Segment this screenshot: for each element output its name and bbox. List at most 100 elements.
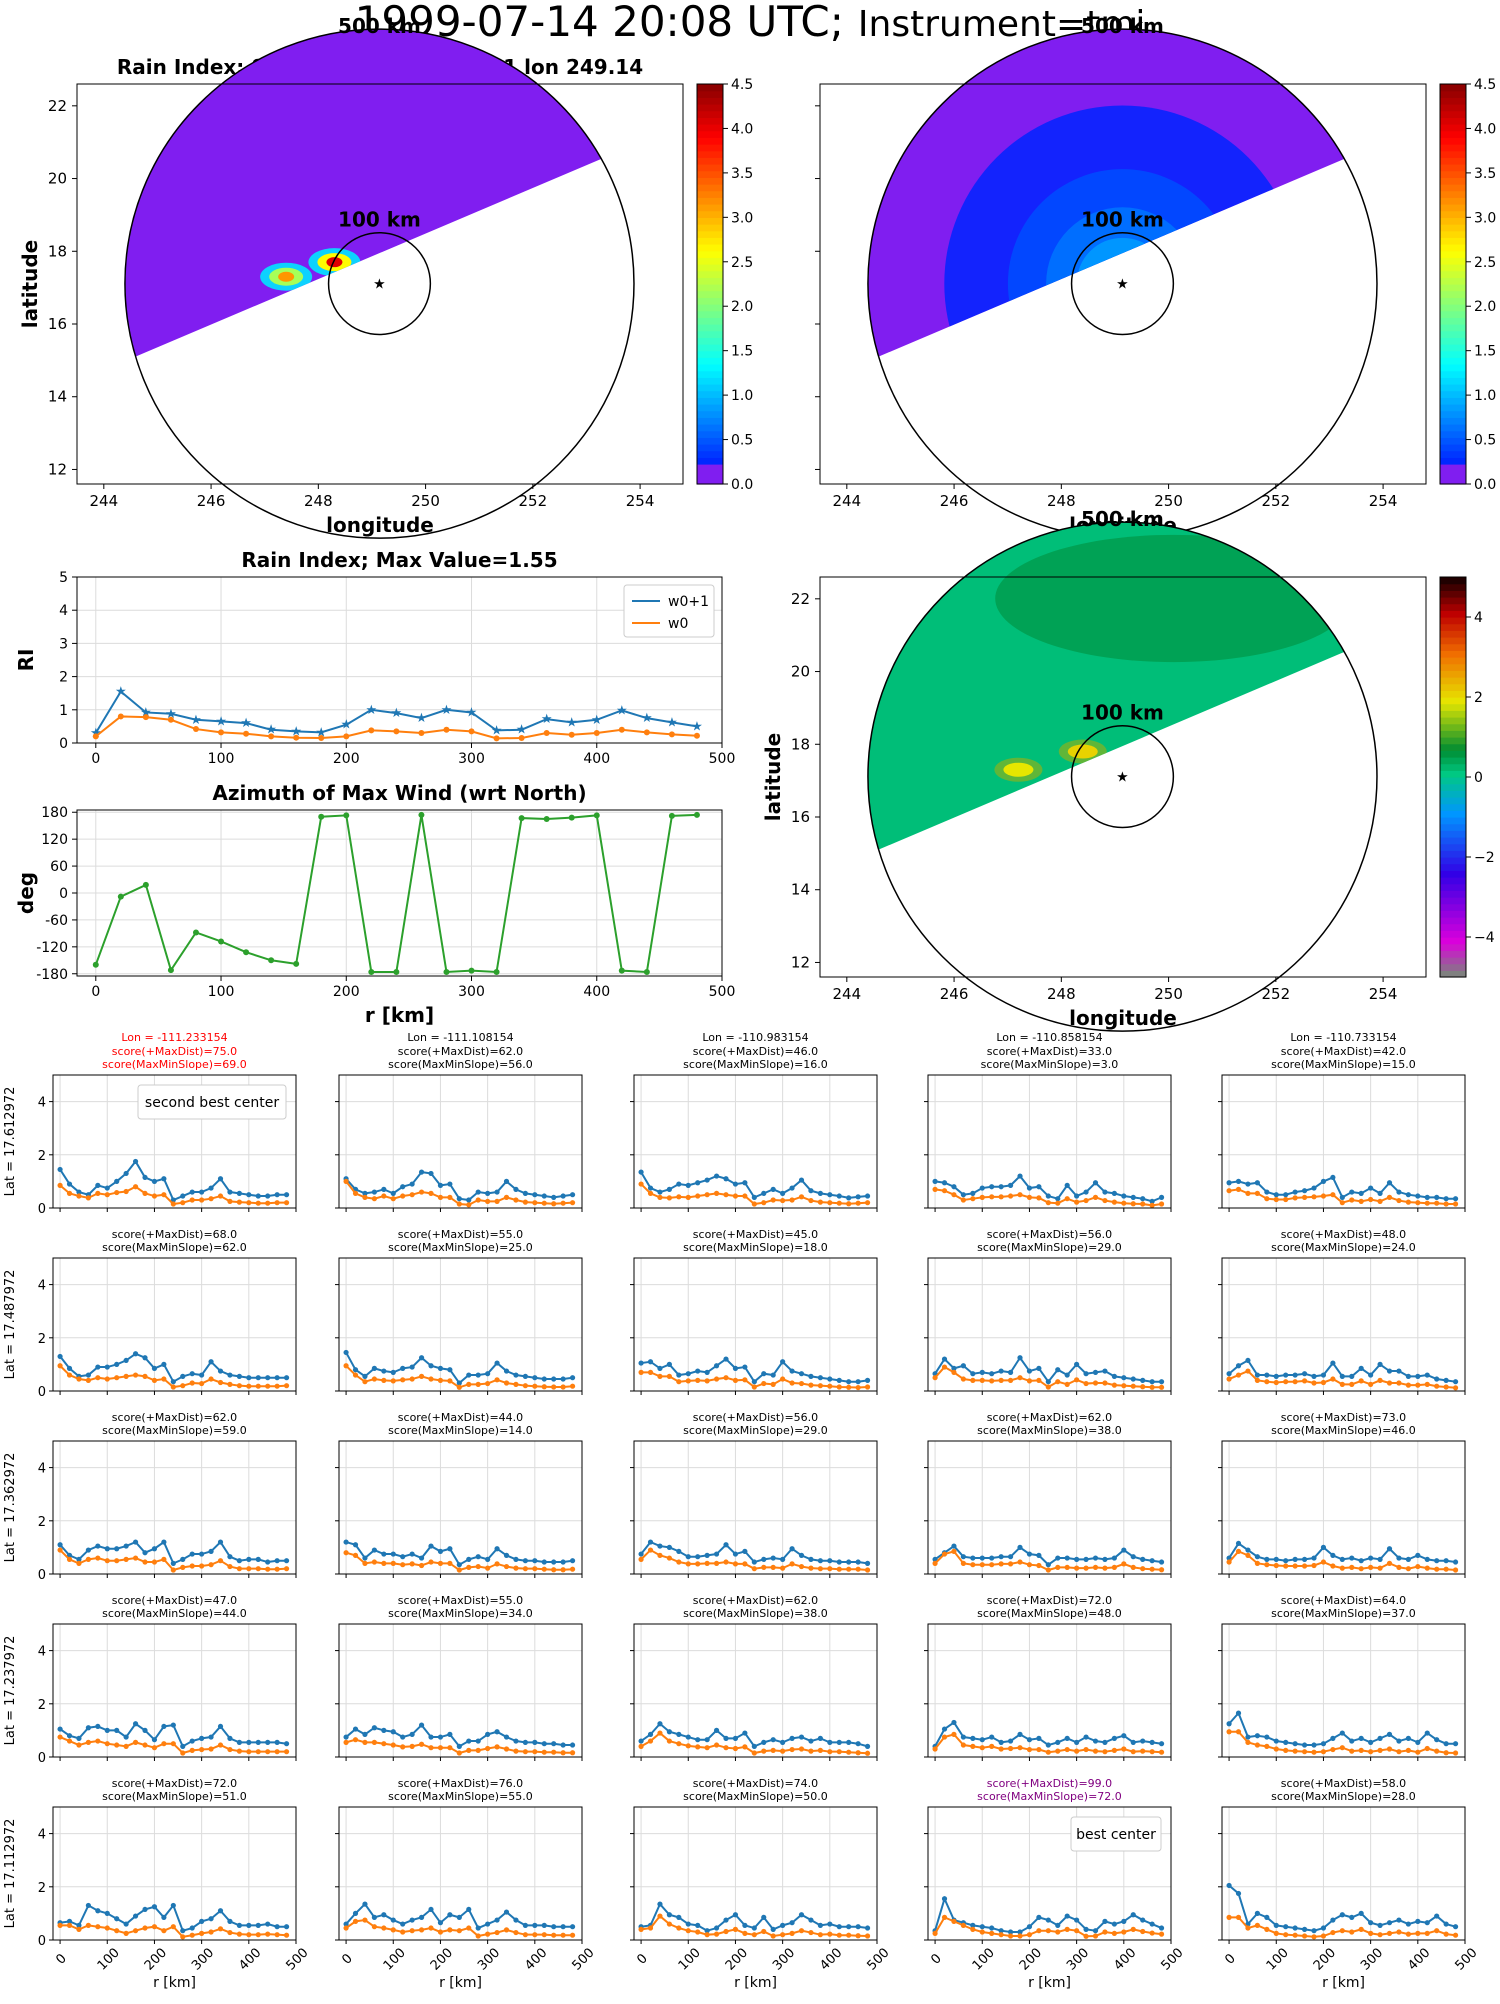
profile-point — [437, 1548, 444, 1554]
profile-point — [569, 1924, 576, 1930]
profile-point — [1434, 1558, 1440, 1564]
profile-point — [104, 1185, 110, 1191]
profile-point — [1386, 1731, 1393, 1737]
x-tick-label: 300 — [189, 1945, 217, 1973]
profile-point — [1026, 1746, 1033, 1753]
profile-point — [817, 1558, 823, 1564]
profile-point — [1130, 1739, 1136, 1745]
profile-point — [1102, 1368, 1108, 1374]
profile-point — [560, 1200, 566, 1206]
data-point — [393, 968, 400, 975]
profile-point — [76, 1376, 82, 1382]
colorbar-segment — [1440, 763, 1466, 771]
profile-point — [57, 1166, 63, 1173]
column-lon-label: Lon = -111.233154 — [121, 1031, 227, 1044]
profile-point — [76, 1560, 82, 1566]
profile-point — [104, 1376, 110, 1382]
profile-point — [390, 1378, 396, 1384]
profile-point — [104, 1727, 110, 1733]
profile-point — [1007, 1745, 1014, 1752]
data-point — [518, 735, 525, 742]
profile-point — [1386, 1180, 1393, 1186]
profile-point — [95, 1190, 101, 1196]
colorbar-segment — [1440, 150, 1466, 158]
profile-point — [532, 1192, 538, 1198]
profile-point — [1111, 1382, 1117, 1388]
colorbar-segment — [697, 437, 723, 445]
colorbar-segment — [1440, 330, 1466, 338]
profile-point — [418, 1373, 425, 1379]
colorbar-segment — [1440, 390, 1466, 398]
profile-point — [180, 1200, 186, 1206]
colorbar-segment — [697, 270, 723, 278]
profile-point — [1377, 1565, 1383, 1571]
colorbar-segment — [1440, 97, 1466, 105]
profile-point — [1339, 1556, 1345, 1562]
ring-label-100km: 100 km — [338, 208, 421, 232]
profile-point — [362, 1555, 368, 1561]
profile-point — [456, 1201, 462, 1207]
profile-point — [236, 1922, 242, 1928]
profile-point — [1149, 1749, 1155, 1755]
profile-point — [189, 1925, 195, 1931]
profile-point — [180, 1383, 186, 1389]
profile-point — [114, 1546, 120, 1552]
profile-point — [1017, 1933, 1023, 1939]
x-tick-label: 200 — [428, 1945, 456, 1973]
profile-point — [1149, 1198, 1155, 1204]
panel-frame — [633, 1806, 878, 1941]
profile-point — [638, 1743, 644, 1749]
profile-point — [447, 1194, 453, 1200]
profile-point — [1245, 1734, 1251, 1740]
colorbar-segment — [697, 330, 723, 338]
profile-point — [503, 1909, 510, 1915]
colorbar-segment — [1440, 384, 1466, 392]
profile-point — [1055, 1379, 1061, 1385]
profile-point — [1283, 1739, 1289, 1745]
profile-point — [817, 1375, 823, 1381]
profile-point — [114, 1742, 120, 1748]
profile-point — [1064, 1564, 1070, 1570]
colorbar-segment — [1440, 257, 1466, 265]
profile-point — [695, 1737, 701, 1743]
profile-point — [1311, 1928, 1317, 1934]
profile-point — [864, 1925, 871, 1931]
profile-point — [846, 1195, 852, 1201]
profile-point — [381, 1551, 387, 1557]
profile-point — [998, 1739, 1004, 1745]
profile-point — [343, 1925, 349, 1931]
panel-frame — [927, 1806, 1172, 1941]
profile-point — [998, 1554, 1004, 1560]
profile-point — [647, 1359, 654, 1365]
profile-point — [855, 1200, 861, 1206]
rain-cell-peak — [326, 257, 343, 268]
profile-point — [265, 1559, 271, 1565]
profile-point — [789, 1197, 795, 1203]
profile-point — [1358, 1747, 1364, 1753]
score-maxdist: score(+MaxDist)=76.0 — [398, 1777, 523, 1790]
profile-point — [560, 1559, 566, 1565]
data-point — [693, 811, 700, 818]
colorbar-segment — [697, 257, 723, 265]
colorbar-segment — [1440, 917, 1466, 925]
panel-frame — [633, 1074, 878, 1209]
y-tick-label: 20 — [791, 663, 810, 681]
profile-point — [132, 1928, 139, 1934]
profile-point — [95, 1555, 101, 1561]
profile-point — [1320, 1372, 1327, 1378]
profile-point — [1111, 1555, 1117, 1561]
colorbar-segment — [697, 144, 723, 152]
profile-point — [390, 1551, 396, 1557]
legend-entry: w0 — [668, 616, 688, 632]
profile-point — [789, 1185, 795, 1191]
profile-point — [475, 1747, 481, 1753]
profile-point — [1149, 1379, 1155, 1385]
profile-point — [400, 1377, 406, 1383]
profile-point — [846, 1932, 852, 1938]
colorbar-segment — [697, 150, 723, 158]
score-maxdist: score(+MaxDist)=72.0 — [987, 1594, 1112, 1607]
profile-point — [199, 1197, 205, 1203]
profile-point — [227, 1929, 233, 1936]
profile-point — [560, 1376, 566, 1382]
profile-point — [855, 1924, 861, 1930]
